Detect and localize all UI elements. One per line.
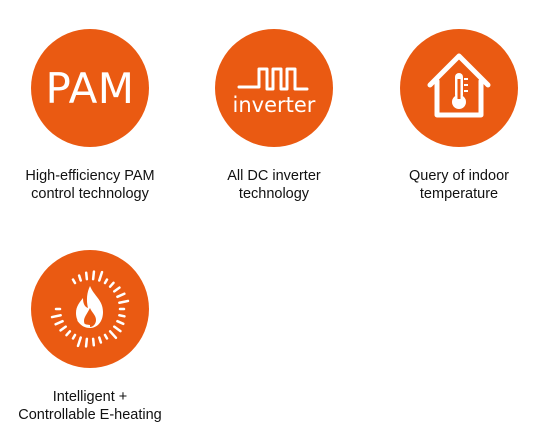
caption-line: temperature (419, 186, 499, 202)
feature-inverter: inverter All DC inverter technology (184, 29, 364, 203)
feature-caption: Query of indoor temperature (369, 167, 549, 203)
house-thermometer-icon (400, 29, 518, 147)
heat-ring-tick (71, 278, 77, 285)
heat-ring-tick (76, 336, 82, 348)
heat-ring-tick (65, 330, 72, 337)
caption-line: technology (238, 186, 310, 202)
feature-indoor-temperature: Query of indoor temperature (369, 29, 549, 203)
feature-pam: PAM High-efficiency PAM control technolo… (0, 29, 180, 203)
caption-line: Intelligent + (52, 389, 128, 405)
pam-icon: PAM (31, 29, 149, 147)
caption-line: All DC inverter (227, 168, 321, 184)
caption-line: control technology (31, 186, 149, 202)
heat-ring-tick (108, 330, 118, 340)
feature-caption: Intelligent + Controllable E-heating (0, 388, 180, 424)
heat-ring-tick (91, 337, 96, 347)
feature-e-heating: Intelligent + Controllable E-heating (0, 250, 180, 424)
caption-line: Controllable E-heating (18, 407, 162, 423)
heat-ring-tick (91, 270, 96, 281)
heat-ring-tick (98, 270, 104, 282)
heat-ring-tick (59, 325, 67, 332)
feature-caption: High-efficiency PAM control technology (0, 167, 180, 203)
heat-ring-tick (71, 333, 77, 340)
inverter-waveform-icon: inverter (233, 67, 316, 117)
caption-line: High-efficiency PAM (25, 168, 155, 184)
heat-ring-tick (116, 292, 126, 299)
heat-ring-tick (113, 286, 121, 293)
heat-ring-tick (98, 336, 103, 344)
flame-icon (76, 286, 103, 328)
heat-ring-tick (113, 325, 122, 333)
heat-ring-tick (116, 319, 125, 326)
heat-ring-tick (108, 281, 115, 288)
flame-heating-icon (31, 250, 149, 368)
heat-ring-tick (50, 313, 62, 319)
heat-ring-tick (118, 313, 126, 318)
heat-ring-tick (84, 271, 89, 281)
caption-line: Query of indoor (409, 168, 509, 184)
inverter-icon: inverter (215, 29, 333, 147)
heat-ring-tick (103, 333, 109, 340)
heat-ring-icon (50, 270, 130, 348)
heat-ring-tick (103, 278, 109, 285)
heat-ring-tick (84, 337, 89, 348)
pam-icon-text: PAM (45, 63, 135, 113)
heat-ring-tick (118, 299, 130, 305)
heat-ring-tick (77, 274, 82, 282)
inverter-icon-text: inverter (233, 93, 316, 117)
heat-ring-tick (54, 319, 64, 326)
feature-caption: All DC inverter technology (184, 167, 364, 203)
